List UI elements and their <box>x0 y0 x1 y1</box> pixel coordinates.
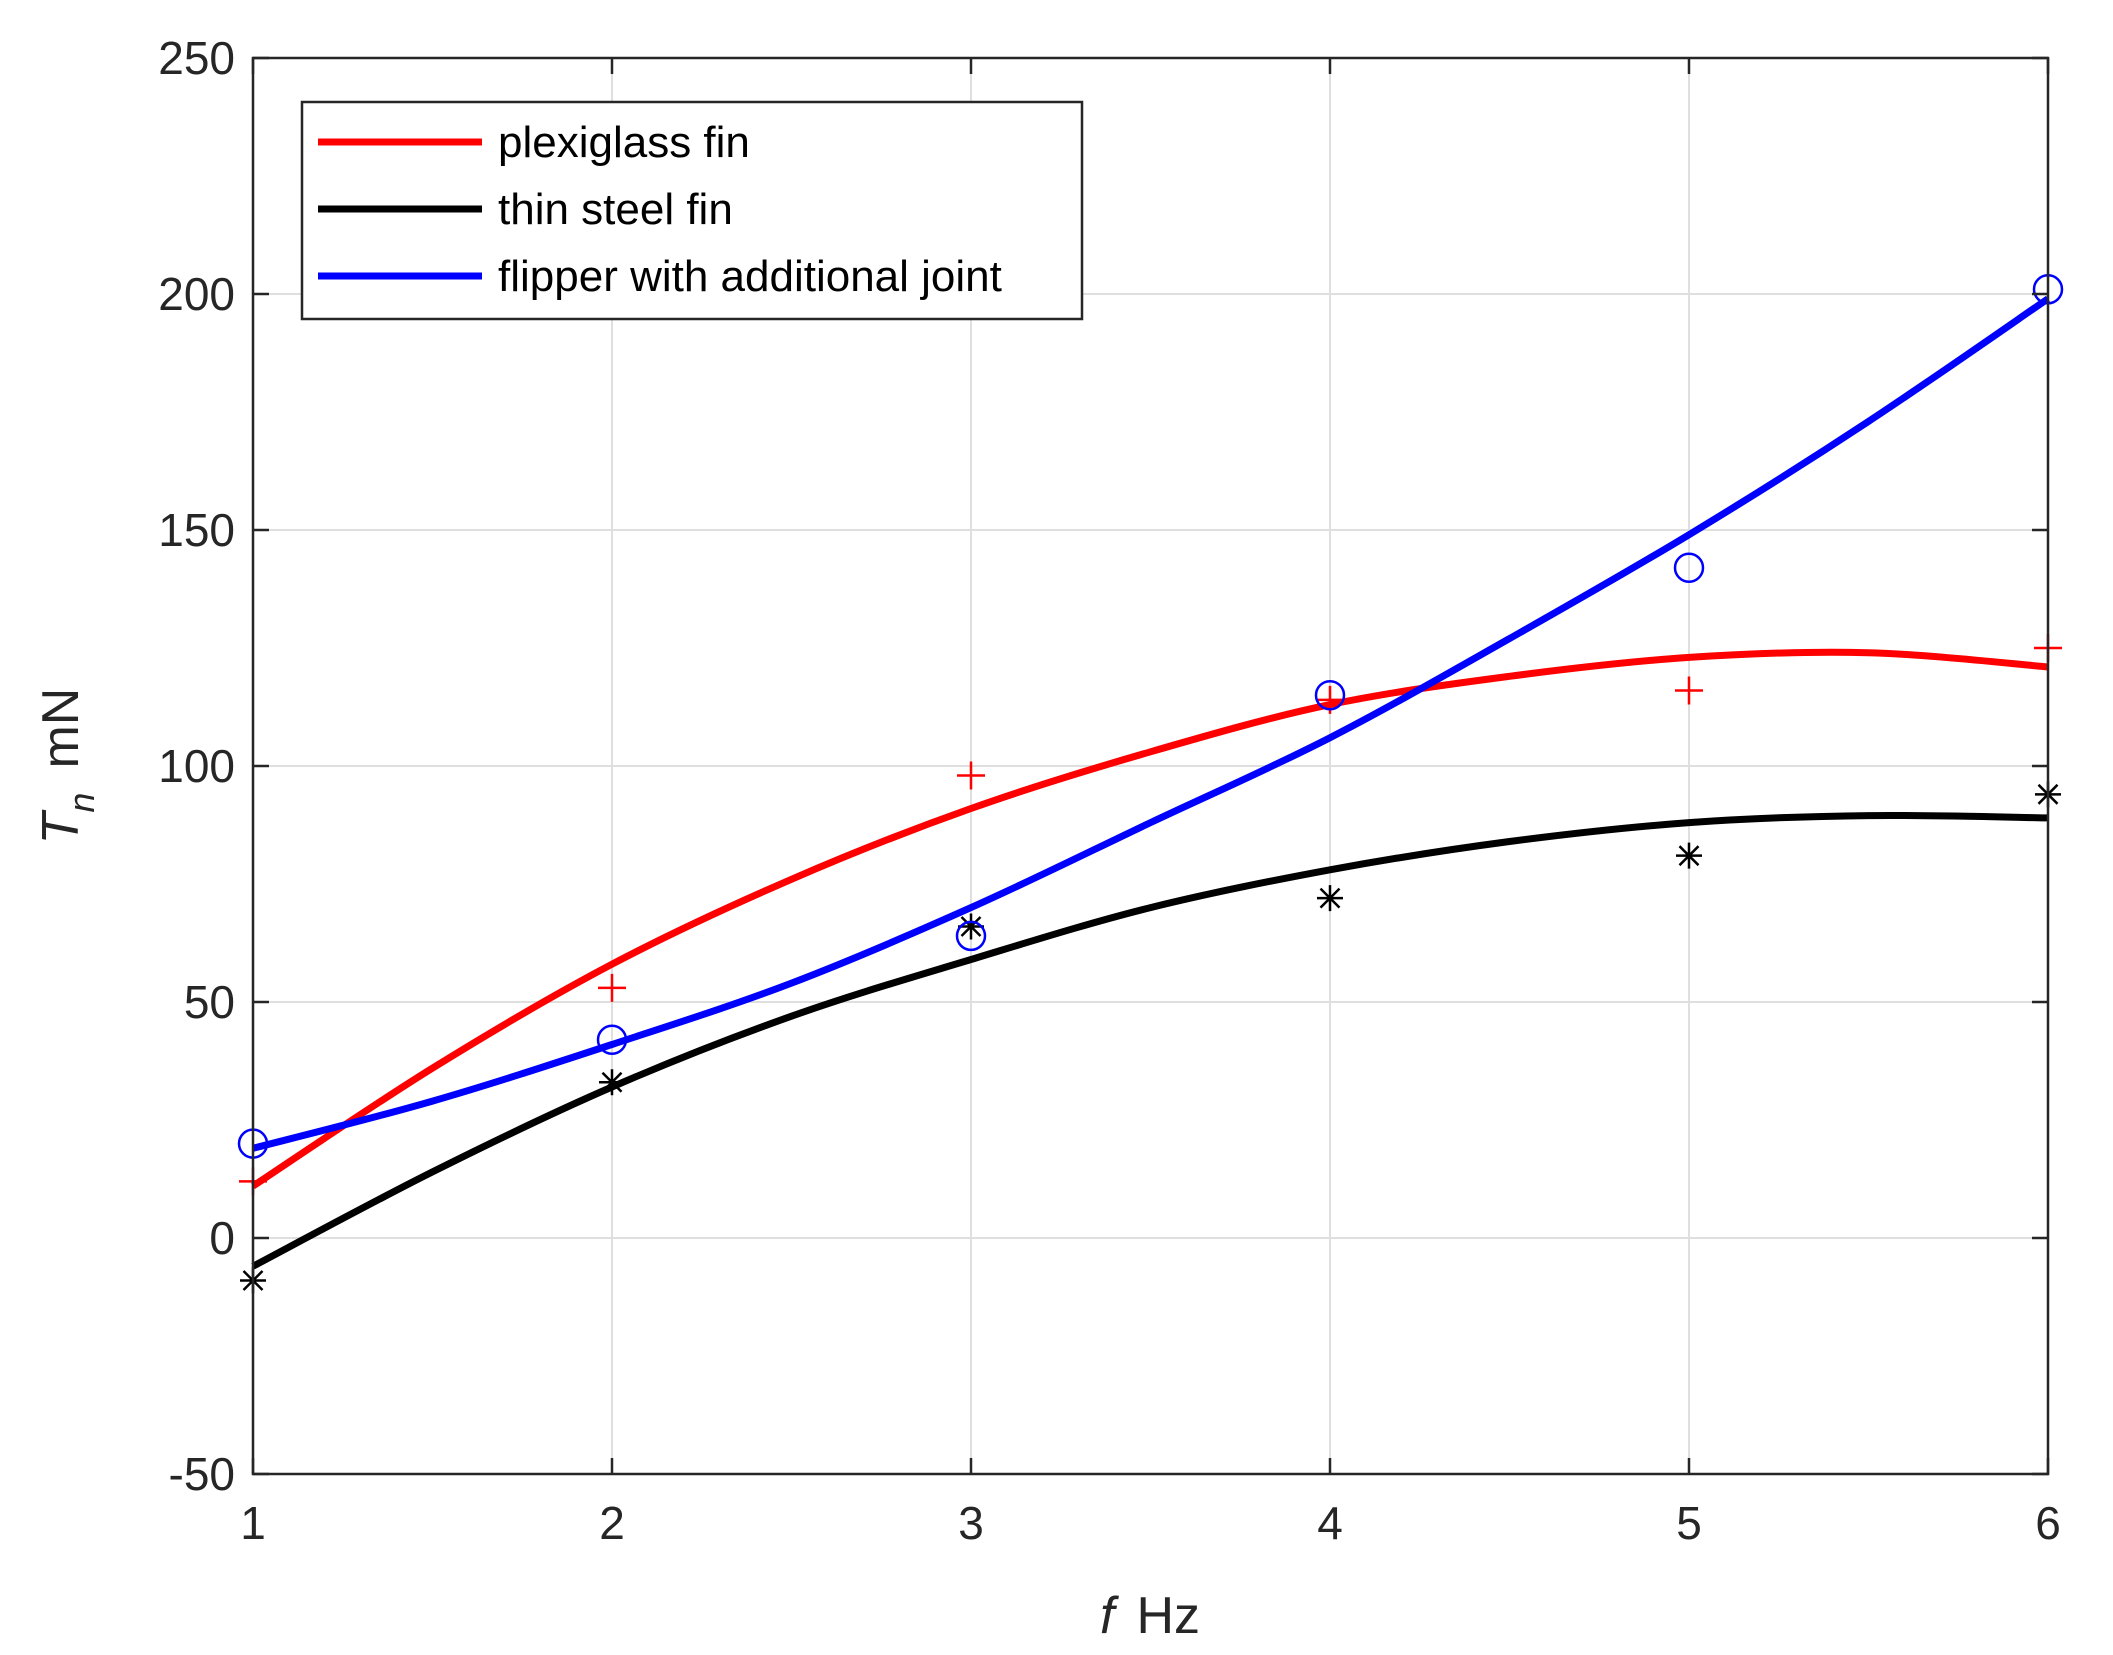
y-tick-label: 100 <box>158 740 235 792</box>
x-tick-label: 4 <box>1317 1497 1343 1549</box>
flipper-with-additional-joint-fit-line <box>252 295 2050 1152</box>
y-tick-label: 50 <box>184 976 235 1028</box>
x-axis-symbol: f <box>1100 1587 1119 1645</box>
thin-steel-fin-data-point <box>1676 842 1702 869</box>
x-tick-label: 2 <box>599 1497 625 1549</box>
tick-marks <box>251 56 2050 1476</box>
flipper-with-additional-joint-data-point <box>1314 679 1346 711</box>
x-axis-title: f Hz <box>1100 1587 1200 1645</box>
thin-steel-fin-fit-line <box>251 811 2049 1270</box>
y-axis-title: Tn mN <box>32 688 102 845</box>
y-tick-label: -50 <box>169 1448 235 1500</box>
x-tick-label: 1 <box>240 1497 266 1549</box>
x-axis-unit: Hz <box>1136 1587 1200 1645</box>
y-tick-label: 0 <box>209 1212 235 1264</box>
legend-label-thin-steel-fin: thin steel fin <box>498 185 733 234</box>
plexiglass-fin-data-point <box>1675 676 1703 705</box>
series-flipper-with-additional-joint <box>237 274 2064 1159</box>
plexiglass-fin-fit-line <box>251 648 2049 1190</box>
x-tick-labels: 1 2 3 4 5 6 <box>240 1497 2061 1549</box>
y-tick-label: 200 <box>158 268 235 320</box>
flipper-with-additional-joint-data-point <box>1673 552 1705 584</box>
plexiglass-fin-data-point <box>598 973 626 1002</box>
y-tick-labels: -50 0 50 100 150 200 250 <box>158 32 235 1500</box>
flipper-with-additional-joint-data-point <box>955 920 987 952</box>
legend-label-flipper-with-additional-joint: flipper with additional joint <box>498 252 1002 301</box>
x-tick-label: 5 <box>1676 1497 1702 1549</box>
x-tick-label: 3 <box>958 1497 984 1549</box>
thin-steel-fin-data-point <box>599 1069 625 1096</box>
y-tick-label: 150 <box>158 504 235 556</box>
legend: plexiglass fin thin steel fin flipper with… <box>300 100 1084 321</box>
thin-steel-fin-data-point <box>958 913 984 940</box>
plexiglass-fin-data-point <box>957 761 985 790</box>
y-axis-symbol: T <box>32 809 90 844</box>
legend-label-plexiglass-fin: plexiglass fin <box>498 118 750 167</box>
y-tick-label: 250 <box>158 32 235 84</box>
y-axis-unit: mN <box>32 688 90 769</box>
y-axis-subscript: n <box>61 793 102 813</box>
thin-steel-fin-data-point <box>1317 885 1343 912</box>
x-tick-label: 6 <box>2035 1497 2061 1549</box>
